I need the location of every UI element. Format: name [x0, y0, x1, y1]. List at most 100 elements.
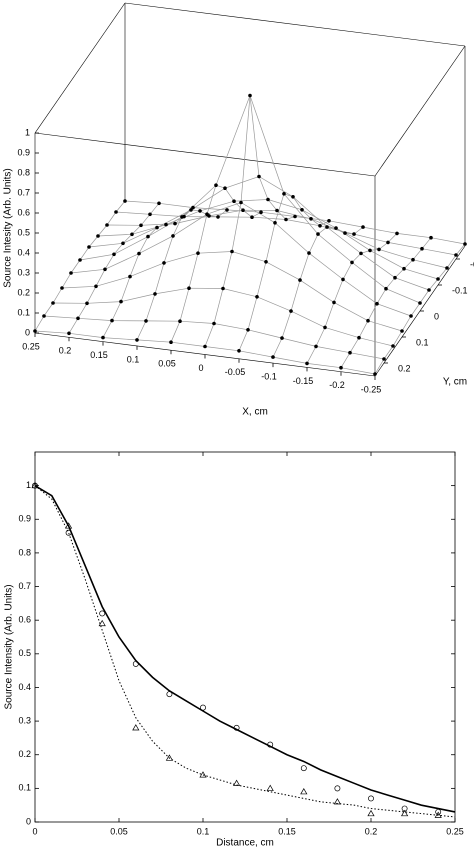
- triangle-marker: [64, 522, 73, 529]
- circle-marker: [233, 724, 240, 731]
- y-tick-label: 0.7: [18, 581, 31, 591]
- data-point: [264, 260, 268, 264]
- data-point: [307, 251, 311, 255]
- data-point: [85, 301, 89, 306]
- data-point: [230, 249, 234, 254]
- data-point: [60, 286, 64, 290]
- y-tick-label: 0.2: [18, 749, 31, 759]
- data-point: [375, 301, 379, 306]
- data-point: [110, 318, 114, 323]
- data-point: [189, 208, 193, 212]
- data-point: [391, 344, 395, 348]
- data-point: [350, 260, 354, 265]
- data-point: [386, 240, 390, 245]
- mesh-column: [374, 243, 466, 375]
- data-point: [393, 275, 397, 280]
- data-point: [275, 208, 279, 213]
- data-point: [402, 266, 406, 271]
- y-tick-label: 0.8: [18, 547, 31, 557]
- z-tick-label: 1: [25, 127, 30, 137]
- data-point: [214, 183, 218, 187]
- triangle-marker: [199, 771, 207, 778]
- z-tick-label: 0.6: [17, 207, 30, 217]
- z-tick-label: 0: [25, 327, 30, 337]
- triangle-marker: [165, 754, 174, 761]
- box-edge: [34, 2, 126, 134]
- data-point: [411, 257, 415, 262]
- circle-marker: [166, 691, 173, 698]
- data-point: [382, 357, 386, 361]
- data-point: [164, 222, 168, 227]
- mesh-row: [88, 176, 430, 291]
- data-point: [427, 288, 431, 292]
- y-axis-label: Y, cm: [443, 377, 467, 388]
- circle-marker: [132, 660, 139, 667]
- mesh-column: [204, 95, 296, 347]
- data-point: [101, 335, 105, 340]
- data-point: [273, 221, 277, 225]
- data-point: [282, 192, 286, 196]
- x-tick-label: 0.25: [446, 826, 464, 836]
- data-point: [318, 224, 322, 228]
- data-point: [314, 344, 318, 349]
- triangle-marker: [400, 809, 409, 817]
- data-point: [42, 314, 46, 318]
- data-point: [429, 235, 433, 240]
- data-point: [203, 344, 207, 349]
- data-point: [361, 225, 365, 229]
- data-point: [232, 199, 236, 203]
- data-point: [162, 261, 166, 265]
- data-point: [343, 231, 347, 235]
- data-point: [352, 232, 356, 236]
- data-point: [418, 301, 422, 305]
- x-tick-label: 0: [198, 363, 203, 373]
- data-point: [187, 286, 191, 291]
- data-point: [334, 226, 338, 230]
- y-tick-label: 0.1: [18, 783, 31, 793]
- data-point: [339, 365, 343, 370]
- data-point: [225, 208, 229, 212]
- data-point: [246, 328, 250, 332]
- x-axis-label: Distance, cm: [216, 838, 274, 849]
- data-point: [144, 319, 148, 323]
- data-point: [87, 245, 91, 249]
- triangle-marker: [98, 619, 106, 627]
- data-point: [359, 251, 363, 256]
- data-point: [69, 271, 73, 275]
- y-tick-label: 0.6: [18, 615, 31, 625]
- data-point: [205, 212, 209, 216]
- data-point: [241, 208, 245, 212]
- data-point: [293, 214, 297, 219]
- data-point: [255, 295, 259, 299]
- data-point: [121, 241, 125, 246]
- data-point: [368, 248, 372, 253]
- data-point: [128, 274, 132, 279]
- data-point: [327, 219, 331, 223]
- data-point: [300, 208, 304, 212]
- data-point: [137, 251, 141, 256]
- data-point: [103, 267, 107, 272]
- data-point: [157, 201, 161, 206]
- y-tick-label: -0.2: [470, 259, 474, 269]
- mesh-column: [136, 209, 228, 341]
- data-point: [420, 246, 424, 251]
- data-point: [298, 278, 302, 282]
- circle-marker: [300, 765, 307, 772]
- plot-frame: [34, 451, 456, 823]
- circle-marker: [368, 795, 374, 802]
- box-edge: [34, 132, 376, 177]
- data-point: [395, 231, 399, 236]
- data-point: [155, 225, 159, 230]
- box-edge: [374, 45, 466, 177]
- circle-marker: [200, 704, 206, 711]
- circle-marker: [65, 529, 72, 536]
- y-tick-label: 0.4: [18, 682, 31, 692]
- z-tick-label: 0.8: [17, 167, 30, 177]
- data-point: [280, 336, 284, 340]
- circle-marker: [267, 741, 274, 748]
- data-point: [96, 234, 100, 238]
- data-point: [463, 242, 467, 246]
- series-line: [34, 485, 456, 818]
- series-line: [34, 484, 456, 813]
